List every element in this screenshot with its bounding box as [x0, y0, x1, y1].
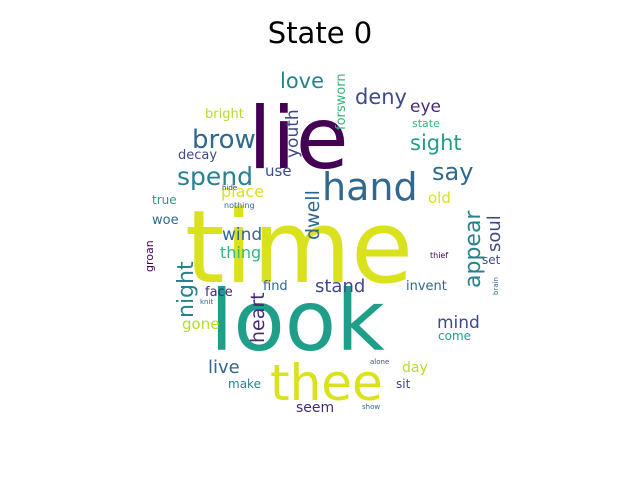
word-sight: sight — [410, 131, 462, 155]
word-day: day — [402, 360, 428, 376]
word-deny: deny — [355, 85, 407, 109]
word-knit: knit — [200, 298, 213, 306]
word-invent: invent — [406, 279, 447, 294]
word-alone: alone — [370, 358, 389, 366]
word-make: make — [228, 377, 261, 391]
word-use: use — [265, 162, 292, 180]
word-lie: lie — [248, 89, 349, 189]
word-night: night — [174, 261, 199, 318]
word-old: old — [428, 189, 451, 207]
word-brow: brow — [192, 125, 256, 155]
word-love: love — [280, 69, 324, 93]
word-bright: bright — [205, 107, 244, 122]
word-decay: decay — [178, 148, 217, 163]
word-soul: soul — [484, 215, 505, 252]
word-sit: sit — [396, 377, 411, 391]
word-eye: eye — [410, 97, 441, 117]
word-forsworn: forsworn — [334, 73, 349, 130]
word-brain: brain — [492, 277, 500, 295]
word-state: state — [412, 117, 440, 130]
word-place: place — [221, 182, 264, 201]
word-gone: gone — [182, 315, 219, 333]
word-hand: hand — [322, 165, 418, 209]
word-appear: appear — [461, 210, 486, 288]
word-time: time — [185, 188, 413, 306]
word-thee: thee — [270, 354, 383, 412]
word-stand: stand — [315, 276, 365, 297]
word-say: say — [432, 158, 473, 186]
word-nothing: nothing — [224, 201, 255, 210]
word-youth: youth — [283, 109, 303, 158]
word-heart: heart — [247, 292, 269, 343]
word-woe: woe — [152, 213, 179, 228]
word-dwell: dwell — [302, 190, 324, 240]
word-face: face — [205, 285, 233, 300]
word-set: set — [482, 253, 501, 267]
word-come: come — [438, 329, 471, 343]
word-groan: groan — [143, 240, 156, 272]
word-live: live — [208, 357, 240, 378]
word-seem: seem — [296, 400, 334, 416]
word-wind: wind — [222, 225, 262, 245]
figure-title: State 0 — [267, 16, 373, 50]
word-thing: thing — [220, 243, 261, 262]
word-look: look — [210, 272, 385, 370]
word-mind: mind — [437, 313, 480, 333]
word-thief: thief — [430, 251, 448, 260]
word-true: true — [152, 193, 177, 207]
word-cloud-words: time look lie thee hand brow spend say l… — [143, 69, 505, 416]
word-spend: spend — [177, 162, 253, 191]
word-hide: hide — [222, 184, 237, 192]
word-find: find — [263, 279, 288, 294]
word-show: show — [362, 403, 380, 411]
